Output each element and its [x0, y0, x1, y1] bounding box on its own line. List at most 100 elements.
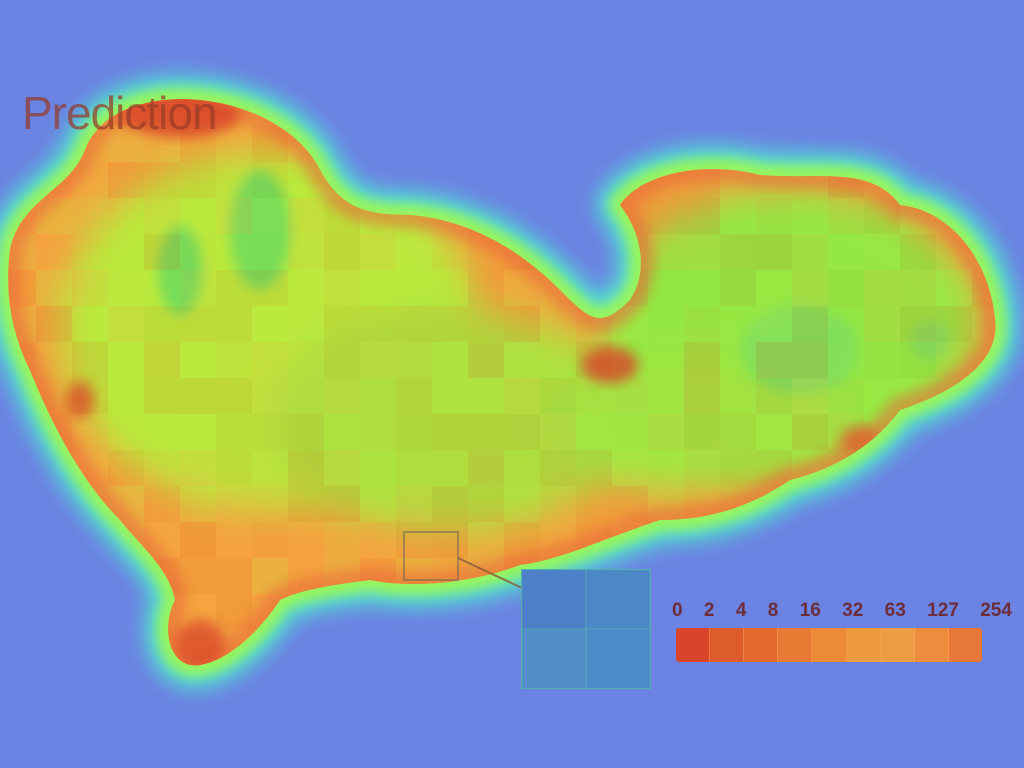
grid-tile	[684, 414, 720, 450]
grid-tile	[972, 486, 996, 522]
grid-tile	[648, 666, 684, 702]
grid-tile	[36, 594, 72, 630]
grid-tile	[792, 342, 828, 378]
grid-tile	[108, 270, 144, 306]
grid-tile	[972, 522, 996, 558]
grid-tile	[1008, 378, 1024, 414]
grid-tile	[36, 522, 72, 558]
grid-tile	[900, 306, 936, 342]
grid-tile	[252, 522, 288, 558]
grid-tile	[972, 558, 996, 594]
grid-tile	[936, 486, 972, 522]
grid-tile	[1008, 522, 1024, 558]
grid-tile	[576, 99, 612, 126]
grid-tile	[648, 558, 684, 594]
grid-tile	[756, 99, 792, 126]
legend-cell	[880, 628, 915, 662]
grid-tile	[216, 306, 252, 342]
grid-tile	[360, 234, 396, 270]
grid-tile	[1008, 486, 1024, 522]
grid-tile	[828, 198, 864, 234]
grid-tile	[324, 99, 360, 126]
grid-tile	[864, 306, 900, 342]
grid-tile	[612, 99, 648, 126]
grid-tile	[1008, 234, 1024, 270]
grid-tile	[684, 270, 720, 306]
grid-tile	[1008, 90, 1024, 126]
grid-tile	[936, 126, 972, 162]
grid-tile	[540, 99, 576, 126]
grid-tile	[1008, 558, 1024, 594]
grid-tile	[108, 450, 144, 486]
grid-tile	[252, 270, 288, 306]
grid-tile	[360, 99, 396, 126]
grid-tile	[396, 99, 432, 126]
grid-tile	[360, 126, 396, 162]
grid-tile	[144, 270, 180, 306]
grid-tile	[864, 234, 900, 270]
zoom-inset	[521, 569, 651, 689]
grid-tile	[864, 558, 900, 594]
grid-tile	[8, 450, 36, 486]
grid-tile	[684, 306, 720, 342]
grid-tile	[324, 486, 360, 522]
legend-color-scale	[676, 628, 982, 662]
grid-tile	[792, 666, 828, 702]
grid-tile	[108, 630, 144, 666]
grid-tile	[252, 666, 288, 702]
grid-tile	[72, 666, 108, 702]
grid-tile	[792, 558, 828, 594]
grid-tile	[36, 270, 72, 306]
grid-tile	[828, 270, 864, 306]
grid-tile	[864, 126, 900, 162]
grid-tile	[684, 198, 720, 234]
grid-tile	[864, 270, 900, 306]
grid-tile	[900, 522, 936, 558]
grid-tile	[288, 630, 324, 666]
grid-tile	[720, 234, 756, 270]
grid-tile	[432, 522, 468, 558]
grid-tile	[864, 522, 900, 558]
grid-tile	[432, 378, 468, 414]
grid-tile	[648, 234, 684, 270]
grid-tile	[612, 414, 648, 450]
grid-tile	[576, 378, 612, 414]
grid-tile	[324, 414, 360, 450]
grid-tile	[720, 306, 756, 342]
grid-tile	[72, 630, 108, 666]
grid-tile	[72, 558, 108, 594]
grid-tile	[180, 270, 216, 306]
grid-tile	[144, 306, 180, 342]
grid-tile	[684, 666, 720, 702]
grid-tile	[828, 522, 864, 558]
grid-tile	[828, 234, 864, 270]
grid-tile	[360, 630, 396, 666]
grid-tile	[72, 342, 108, 378]
grid-tile	[144, 414, 180, 450]
grid-tile	[684, 378, 720, 414]
grid-tile	[828, 99, 864, 126]
legend-cell	[744, 628, 779, 662]
grid-tile	[936, 414, 972, 450]
grid-tile	[720, 99, 756, 126]
grid-tile	[540, 450, 576, 486]
grid-tile	[684, 558, 720, 594]
grid-tile	[180, 306, 216, 342]
grid-tile	[1008, 630, 1024, 666]
grid-tile	[756, 270, 792, 306]
grid-tile	[396, 342, 432, 378]
grid-tile	[288, 270, 324, 306]
legend-cell	[914, 628, 949, 662]
grid-tile	[1008, 666, 1024, 702]
grid-tile	[864, 486, 900, 522]
grid-tile	[468, 414, 504, 450]
grid-tile	[828, 558, 864, 594]
legend-label: 32	[842, 600, 864, 621]
grid-tile	[468, 126, 504, 162]
grid-tile	[72, 234, 108, 270]
grid-tile	[108, 342, 144, 378]
grid-tile	[144, 342, 180, 378]
grid-tile	[396, 378, 432, 414]
grid-tile	[504, 486, 540, 522]
grid-tile	[792, 378, 828, 414]
